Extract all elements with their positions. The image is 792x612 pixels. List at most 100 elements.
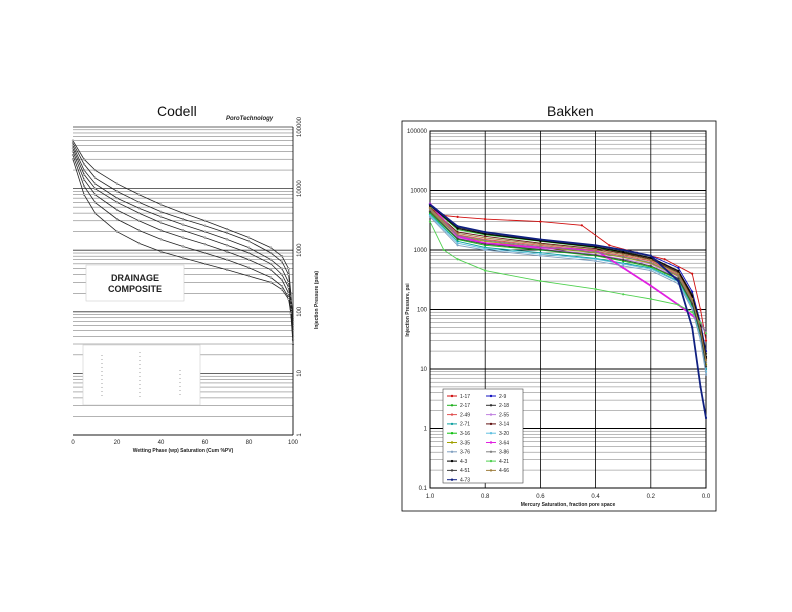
bakken-legend-label: 2-18 [499, 403, 509, 409]
codell-point [159, 250, 163, 253]
bakken-y-tick-label: 0.1 [419, 486, 428, 492]
bakken-point [677, 280, 680, 283]
bakken-legend-marker [450, 469, 454, 472]
codell-y-tick-label: 1000 [297, 243, 303, 257]
bakken-point [539, 243, 542, 246]
codell-point [71, 139, 75, 142]
bakken-point [484, 235, 487, 238]
bakken-legend-marker [489, 422, 493, 426]
bakken-point [428, 220, 432, 223]
bakken-point [677, 272, 680, 275]
codell-point [247, 258, 251, 261]
codell-point [82, 178, 86, 181]
codell-point [71, 158, 75, 161]
codell-point [82, 184, 86, 188]
bakken-point [691, 290, 694, 293]
bakken-legend-label: 3-76 [460, 450, 470, 456]
codell-y-axis-label: Injection Pressure (psia) [314, 271, 320, 329]
bakken-point [704, 365, 708, 368]
bakken-legend-marker [450, 441, 454, 444]
codell-point [82, 173, 86, 176]
bakken-legend-marker [450, 432, 454, 435]
bakken-legend-label: 2-49 [460, 412, 470, 418]
codell-point [71, 141, 75, 145]
codell-point [203, 224, 207, 227]
bakken-x-axis-label: Mercury Saturation, fraction pore space [521, 502, 616, 508]
codell-point [247, 246, 251, 249]
bakken-legend-marker [489, 394, 493, 398]
codell-point [115, 197, 119, 200]
bakken-point [442, 248, 445, 252]
bakken-point [622, 248, 625, 252]
codell-point [269, 268, 273, 271]
bakken-point [622, 251, 625, 254]
codell-point [71, 153, 75, 157]
codell-point [287, 292, 290, 295]
codell-point [225, 231, 229, 235]
codell-point [203, 236, 207, 239]
bakken-point [428, 206, 432, 209]
bakken-point [622, 258, 625, 262]
codell-point [181, 256, 185, 259]
codell-point [203, 230, 207, 233]
bakken-point [428, 215, 432, 218]
codell-point [287, 286, 290, 289]
bakken-point [484, 218, 487, 221]
bakken-point [539, 238, 542, 241]
codell-point [269, 281, 273, 284]
bakken-point [484, 233, 487, 236]
bakken-point [691, 272, 694, 275]
codell-point [93, 212, 97, 215]
codell-point [137, 207, 141, 210]
bakken-point [594, 251, 597, 254]
bakken-series-4-21 [429, 221, 707, 334]
codell-point [225, 238, 229, 241]
codell-x-axis-label: Wetting Phase (wp) Saturation (Cum %PV) [133, 448, 234, 454]
bakken-y-tick-label: 1000 [414, 248, 428, 254]
bakken-point [699, 308, 702, 311]
codell-point [247, 274, 251, 278]
codell-y-tick-label: 100000 [297, 116, 303, 137]
codell-point [93, 201, 97, 204]
bakken-point [428, 210, 432, 213]
bakken-point [622, 262, 625, 266]
codell-point [225, 244, 229, 247]
codell-point [93, 193, 97, 196]
codell-point [287, 267, 290, 270]
codell-point [137, 229, 141, 232]
bakken-point [456, 227, 459, 230]
bakken-point [594, 288, 597, 291]
codell-point [71, 144, 75, 147]
bakken-legend-marker [450, 394, 454, 398]
bakken-legend-marker [450, 450, 454, 453]
bakken-legend-marker [450, 459, 454, 463]
bakken-point [649, 258, 652, 262]
bakken-point [539, 254, 542, 257]
bakken-legend-label: 4-21 [499, 459, 509, 465]
codell-point [181, 217, 185, 221]
bakken-point [484, 243, 487, 246]
codell-point [269, 258, 273, 261]
bakken-point [484, 269, 487, 272]
bakken-point [649, 297, 652, 301]
codell-point [82, 168, 86, 172]
codell-y-tick-label: 10 [297, 369, 303, 376]
codell-point [280, 288, 284, 291]
bakken-point [699, 339, 702, 342]
codell-point [115, 230, 119, 233]
bakken-legend: 1-17 2-9 2-17 2-18 2-49 2-55 2-71 3-14 3-16 3-20 3… [442, 388, 524, 484]
codell-point [269, 262, 273, 265]
bakken-point [677, 266, 680, 270]
codell-point [137, 201, 141, 204]
bakken-legend-marker [489, 469, 493, 472]
bakken-y-tick-label: 10000 [410, 189, 427, 195]
codell-point [115, 182, 119, 185]
codell-point [247, 236, 251, 239]
bakken-point [456, 258, 459, 261]
bakken-point [484, 248, 487, 252]
bakken-legend-label: 4-3 [460, 459, 467, 465]
bakken-point [539, 253, 542, 256]
bakken-x-tick-label: 0.0 [702, 494, 711, 500]
codell-point [225, 258, 229, 261]
